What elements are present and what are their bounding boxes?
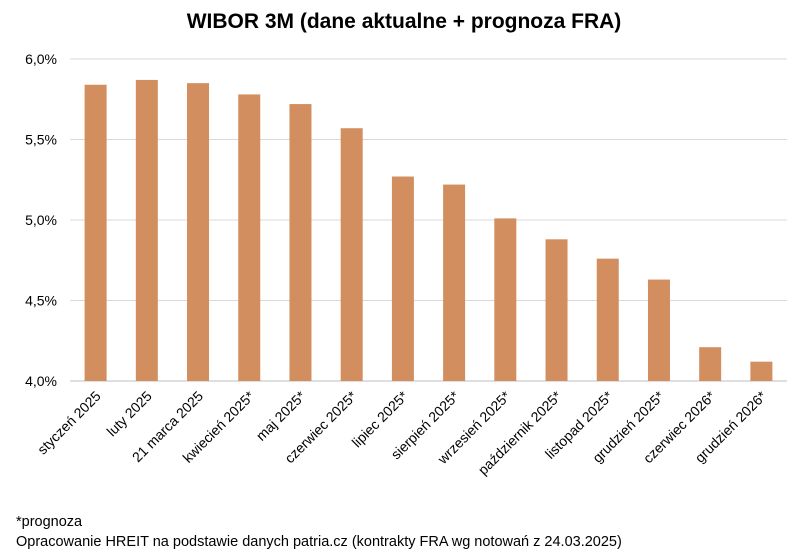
y-tick-label: 5,0%: [25, 212, 57, 228]
source-footnote: Opracowanie HREIT na podstawie danych pa…: [16, 534, 622, 550]
x-tick-label: luty 2025: [103, 388, 155, 440]
bar: [647, 279, 670, 381]
y-axis-ticks: 4,0% 4,5% 5,0% 5,5% 6,0%: [25, 51, 57, 389]
bar: [238, 94, 261, 382]
bar: [699, 347, 722, 381]
bar: [187, 83, 210, 382]
bar: [340, 128, 363, 381]
bar: [289, 104, 312, 381]
bar: [596, 258, 619, 381]
bar: [750, 361, 773, 381]
bar: [84, 84, 107, 381]
x-tick-label: styczeń 2025: [34, 388, 104, 458]
bars: [84, 79, 773, 382]
chart-title: WIBOR 3M (dane aktualne + prognoza FRA): [186, 10, 622, 33]
y-tick-label: 5,5%: [25, 132, 57, 148]
bar-chart: 4,0% 4,5% 5,0% 5,5% 6,0% styczeń 2025 luty 20…: [25, 51, 787, 478]
y-tick-label: 4,0%: [25, 373, 57, 389]
bar: [135, 79, 158, 382]
bar: [494, 218, 517, 381]
y-tick-label: 4,5%: [25, 293, 57, 309]
gridlines: [70, 58, 787, 382]
bar: [391, 176, 414, 381]
y-tick-label: 6,0%: [25, 51, 57, 67]
bar: [443, 184, 466, 381]
forecast-footnote: *prognoza: [16, 514, 83, 530]
bar: [545, 239, 568, 381]
